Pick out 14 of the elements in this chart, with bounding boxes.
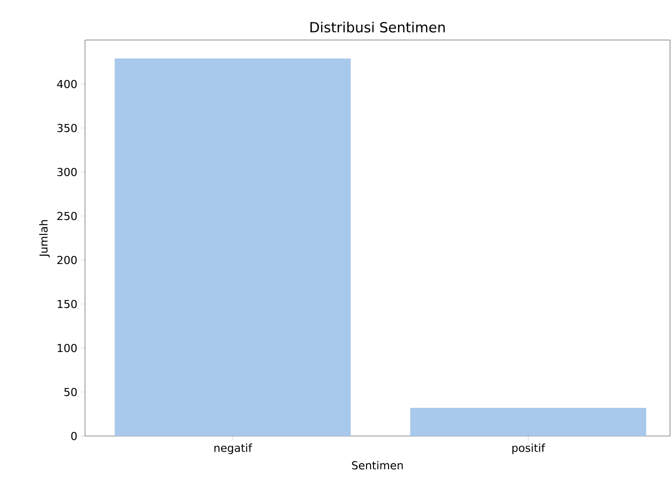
y-tick-label: 350 — [57, 124, 77, 132]
x-tick-label: positif — [512, 444, 546, 454]
x-tick-label: negatif — [214, 444, 252, 454]
y-tick-label: 100 — [58, 344, 77, 352]
y-axis-title: Jumlah — [39, 220, 50, 258]
y-tick-label: 0 — [71, 432, 77, 440]
y-tick-label: 200 — [57, 256, 77, 264]
x-axis-title: Sentimen — [352, 460, 403, 470]
chart-title: Distribusi Sentimen — [310, 22, 445, 33]
y-tick-label: 50 — [64, 388, 77, 396]
y-tick-label: 300 — [57, 168, 77, 176]
y-tick-label: 400 — [57, 80, 77, 88]
y-tick-label: 250 — [57, 212, 77, 220]
y-tick-label: 150 — [58, 300, 77, 308]
